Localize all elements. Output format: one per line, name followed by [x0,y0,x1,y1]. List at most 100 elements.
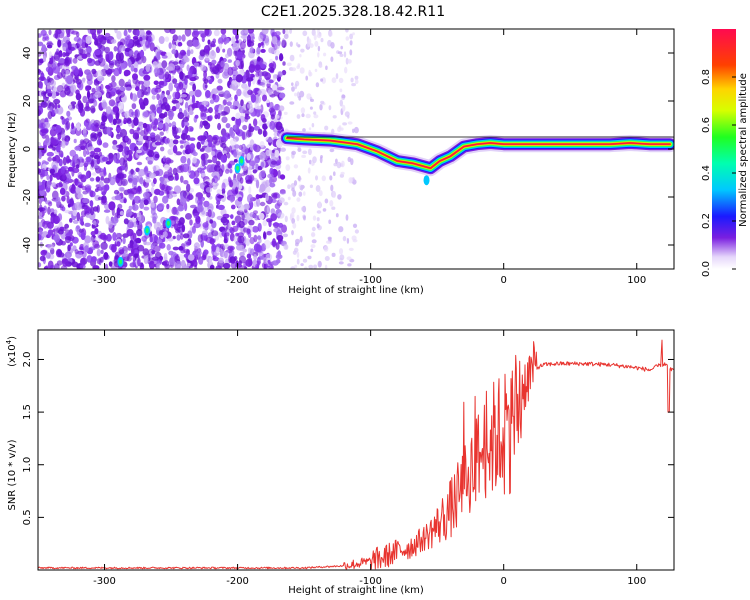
x-tick-label: -200 [226,576,249,587]
noise-point [262,219,268,227]
noise-point [270,213,278,222]
noise-point [38,58,45,64]
noise-point [163,179,167,186]
noise-point [104,32,111,38]
noise-point [180,155,187,164]
noise-point [185,241,192,246]
noise-point [335,213,339,218]
noise-point [171,121,177,128]
noise-point [151,95,156,100]
noise-point [42,55,47,63]
noise-point [64,87,71,96]
noise-point [182,121,190,127]
noise-point [99,123,106,130]
noise-point [130,187,139,195]
noise-point [55,172,61,180]
noise-point [340,171,345,175]
noise-point [236,51,244,59]
noise-point [211,230,219,237]
noise-point [329,175,333,181]
noise-point [159,176,164,182]
noise-point [272,193,279,200]
noise-point [282,61,286,66]
noise-point [235,59,240,67]
noise-point [308,127,312,131]
noise-point [332,115,337,119]
noise-point [123,120,127,125]
noise-point [310,98,314,102]
noise-point [108,99,116,107]
noise-point [282,29,286,35]
noise-point [302,128,306,133]
x-tick-label: 0 [501,576,507,587]
noise-point [111,217,119,224]
noise-point [186,183,191,192]
noise-point [65,121,71,130]
noise-point [47,92,53,97]
noise-point [84,205,90,214]
noise-point [189,219,193,226]
noise-point [153,195,158,204]
noise-point [179,71,184,80]
noise-point [354,229,359,234]
snr-multiplier-base: (x10 [7,344,18,367]
noise-point [181,259,186,267]
noise-point [319,64,323,68]
noise-point [253,254,257,261]
noise-point [200,64,207,72]
noise-point [228,145,233,153]
noise-point [163,138,168,145]
noise-point [133,67,138,73]
y-tick-label: 20 [22,95,33,108]
noise-point [271,260,279,266]
spectrogram-x-ticks: -300 -200 -100 0 100 [93,29,646,286]
noise-point [115,96,121,104]
noise-point [270,114,275,120]
noise-point [345,214,349,221]
noise-point [87,146,95,151]
noise-point [301,206,306,212]
noise-point [271,84,278,91]
noise-point [123,29,128,37]
noise-point [339,99,343,107]
noise-point [281,39,287,48]
colorbar-ticks: 0.0 0.2 0.4 0.6 0.8 [701,69,736,277]
noise-point [100,256,104,263]
y-tick-label: 2.0 [22,352,33,368]
noise-point [71,122,75,130]
noise-point [240,34,248,39]
noise-point [53,52,61,61]
noise-point [148,260,155,269]
noise-point [51,146,56,151]
noise-point [91,87,96,93]
noise-point [158,36,165,44]
noise-point [43,220,50,225]
noise-point [324,198,329,204]
noise-point [72,167,80,174]
noise-point [220,29,227,35]
noise-point [167,111,175,118]
noise-point [127,29,132,33]
noise-point [90,159,95,168]
noise-point [178,246,184,251]
noise-point [116,241,121,247]
noise-point [203,45,211,54]
noise-point [82,198,89,204]
noise-point [181,224,186,233]
spectrogram-y-ticks: -40 -20 0 20 40 [22,47,674,253]
noise-point [43,205,48,214]
noise-point [41,169,49,177]
noise-point [258,212,265,220]
noise-point [274,203,281,210]
noise-point [175,151,182,156]
noise-point [39,255,46,262]
noise-point [261,29,269,35]
noise-point [43,197,48,202]
noise-point [164,36,170,42]
noise-point [82,77,86,82]
noise-point [172,235,176,240]
noise-point [44,137,52,146]
noise-point [104,46,110,54]
noise-point [276,193,281,199]
noise-point [166,203,170,210]
